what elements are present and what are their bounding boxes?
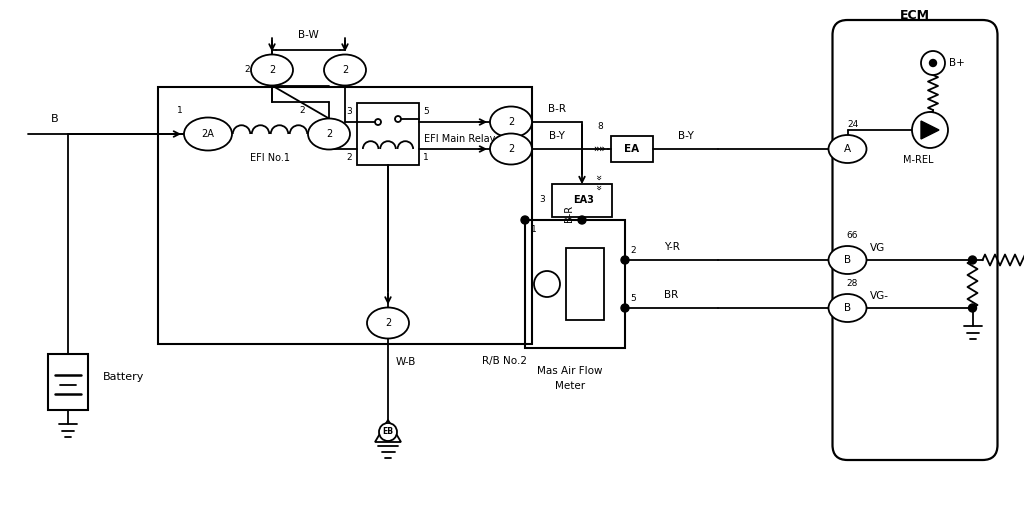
Bar (525, 220, 625, 348)
Text: A: A (844, 144, 851, 154)
Text: B+: B+ (949, 58, 965, 68)
Text: EFI No.1: EFI No.1 (250, 153, 290, 163)
Text: 5: 5 (423, 106, 429, 116)
Ellipse shape (308, 118, 350, 150)
Text: EA: EA (625, 144, 640, 154)
Text: B-Y: B-Y (678, 131, 693, 141)
Text: EA3: EA3 (573, 195, 595, 205)
Text: Y-R: Y-R (664, 242, 680, 252)
Text: B-R: B-R (564, 205, 574, 222)
Text: 2A: 2A (202, 129, 214, 139)
Circle shape (912, 112, 948, 148)
Text: 66: 66 (847, 231, 858, 240)
Text: R/B No.2: R/B No.2 (482, 356, 527, 366)
Bar (566, 248, 604, 320)
Ellipse shape (828, 135, 866, 163)
Ellipse shape (490, 134, 532, 164)
Ellipse shape (828, 294, 866, 322)
Text: Mas Air Flow: Mas Air Flow (538, 366, 603, 376)
Text: W-B: W-B (396, 357, 417, 367)
Text: 8: 8 (597, 122, 603, 131)
Text: B: B (844, 303, 851, 313)
Text: 3: 3 (346, 106, 352, 116)
Circle shape (969, 304, 977, 312)
Text: B: B (844, 255, 851, 265)
Circle shape (379, 423, 397, 441)
Text: 1: 1 (423, 153, 429, 161)
Circle shape (921, 51, 945, 75)
Ellipse shape (490, 106, 532, 138)
Text: 2: 2 (342, 65, 348, 75)
Polygon shape (921, 121, 939, 139)
Circle shape (375, 119, 381, 125)
Circle shape (930, 59, 937, 67)
Bar (48, 354, 88, 410)
Text: 1: 1 (531, 225, 537, 234)
Text: 2: 2 (508, 117, 514, 127)
Bar (552, 183, 612, 217)
Ellipse shape (251, 54, 293, 86)
Text: 1: 1 (177, 106, 183, 115)
Circle shape (578, 216, 586, 224)
Text: B: B (51, 114, 58, 124)
Ellipse shape (184, 117, 232, 151)
Text: ECM: ECM (900, 9, 930, 22)
Text: Meter: Meter (555, 381, 585, 391)
Text: 2: 2 (244, 65, 250, 74)
Text: M-REL: M-REL (903, 155, 933, 165)
Text: 3: 3 (540, 196, 545, 204)
Circle shape (621, 256, 629, 264)
Circle shape (521, 216, 529, 224)
Text: 2: 2 (385, 318, 391, 328)
Text: »: » (592, 184, 602, 190)
Text: 2: 2 (299, 106, 305, 115)
Ellipse shape (324, 54, 366, 86)
Ellipse shape (828, 246, 866, 274)
Bar (357, 103, 419, 165)
Text: EFI Main Relay: EFI Main Relay (424, 134, 496, 144)
Circle shape (969, 256, 977, 264)
Text: Battery: Battery (103, 372, 144, 382)
Text: B-R: B-R (548, 104, 566, 114)
Text: 28: 28 (847, 279, 858, 288)
Text: VG-: VG- (869, 291, 889, 301)
Text: 2: 2 (346, 153, 352, 161)
Text: 24: 24 (847, 120, 858, 129)
Text: B-W: B-W (298, 30, 318, 40)
Bar (611, 136, 653, 162)
Text: BR: BR (665, 290, 679, 300)
Circle shape (395, 116, 401, 122)
Text: 2: 2 (630, 246, 636, 255)
Text: »: » (592, 174, 602, 180)
Bar (158, 87, 532, 344)
Circle shape (534, 271, 560, 297)
Text: 2: 2 (326, 129, 332, 139)
Text: VG: VG (869, 243, 885, 253)
Text: »»: »» (593, 144, 605, 154)
Text: 5: 5 (630, 294, 636, 303)
Text: B-Y: B-Y (549, 131, 565, 141)
Circle shape (621, 304, 629, 312)
Ellipse shape (367, 308, 409, 338)
Text: 2: 2 (269, 65, 275, 75)
Text: 2: 2 (508, 144, 514, 154)
Text: EB: EB (383, 428, 393, 437)
